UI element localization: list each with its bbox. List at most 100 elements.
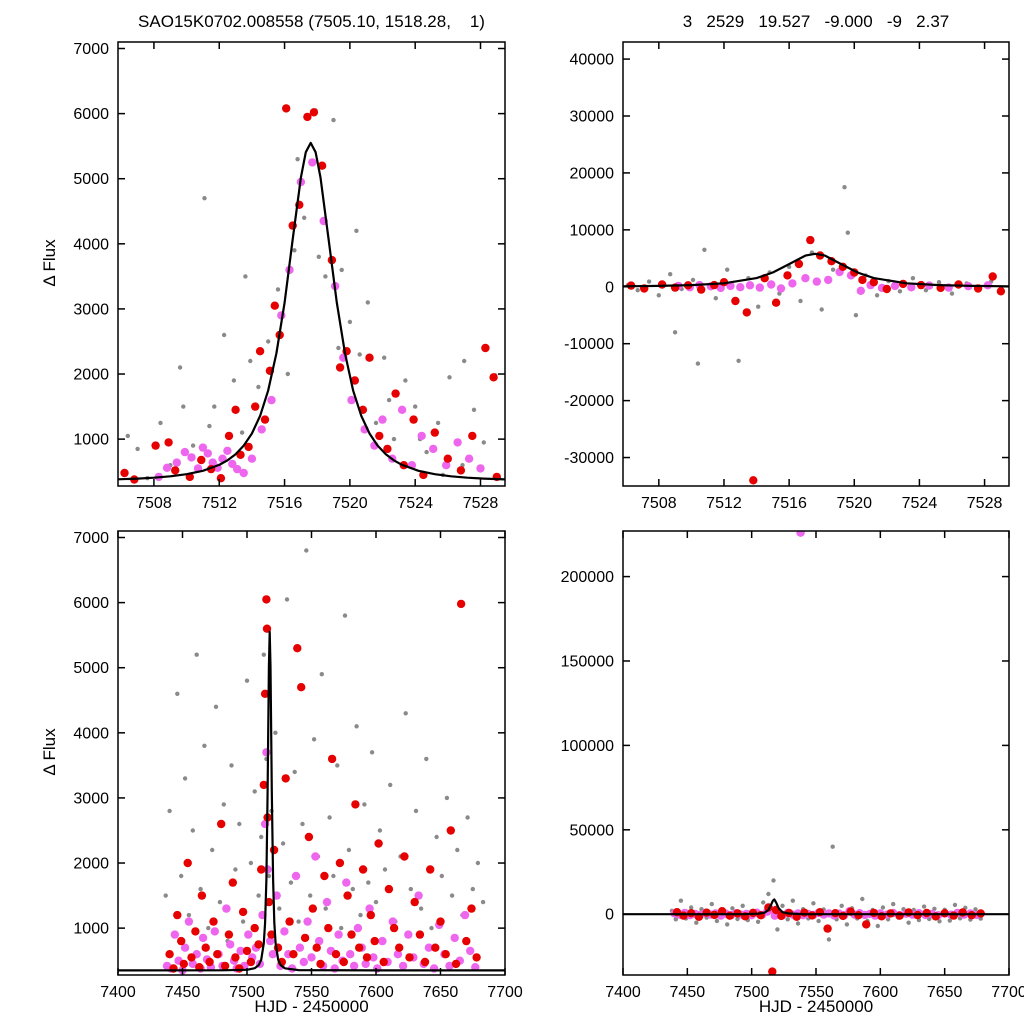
data-point — [316, 254, 321, 259]
data-point — [246, 957, 256, 967]
data-point — [353, 923, 363, 933]
data-point — [824, 275, 833, 285]
data-point — [347, 319, 353, 325]
data-point — [362, 802, 367, 807]
data-point — [206, 925, 211, 931]
data-point — [949, 911, 958, 920]
data-point — [357, 352, 362, 357]
data-point — [403, 378, 408, 383]
data-point — [709, 901, 714, 907]
data-point — [361, 959, 370, 969]
data-point — [408, 886, 413, 892]
data-point — [409, 415, 418, 424]
data-point — [904, 908, 913, 917]
y-tick-label: 0 — [605, 279, 614, 296]
x-tick-label: 7516 — [267, 495, 303, 512]
y-tick-label: 2000 — [73, 367, 109, 384]
data-point — [322, 897, 332, 907]
model-curve — [118, 141, 505, 481]
data-point — [679, 911, 688, 920]
data-point — [182, 776, 188, 781]
data-point — [373, 899, 379, 905]
data-point — [302, 215, 307, 220]
figure-title-left: SAO15K0702.008558 (7505.10, 1518.28, 1) — [138, 12, 485, 31]
data-point — [177, 365, 183, 370]
data-point — [175, 691, 180, 696]
x-tick-label: 7512 — [201, 495, 237, 512]
data-point — [244, 442, 253, 452]
data-point — [312, 943, 321, 952]
model-curve — [118, 630, 505, 972]
y-tick-label: 1000 — [73, 432, 109, 449]
data-point — [656, 293, 661, 298]
data-point — [212, 404, 217, 409]
data-point — [354, 228, 359, 233]
y-tick-label: 6000 — [73, 595, 109, 612]
data-point — [464, 454, 474, 463]
y-tick-label: 30000 — [570, 109, 615, 126]
data-point — [358, 865, 368, 874]
data-point — [788, 279, 797, 288]
data-point — [444, 795, 450, 801]
data-point — [221, 332, 227, 338]
data-point — [222, 904, 231, 913]
data-point — [766, 891, 771, 897]
data-point — [188, 959, 197, 969]
data-point — [235, 964, 244, 973]
data-point — [415, 930, 425, 939]
data-point — [375, 431, 384, 441]
x-tick-label: 7512 — [706, 495, 742, 512]
x-tick-label: 7528 — [463, 495, 499, 512]
data-point — [167, 808, 172, 814]
data-point — [800, 908, 809, 917]
data-point — [910, 276, 916, 281]
data-point — [308, 893, 313, 898]
data-point — [327, 754, 337, 764]
data-point — [725, 267, 730, 272]
y-tick-label: 4000 — [73, 236, 109, 253]
data-point — [198, 933, 208, 943]
data-point — [382, 355, 387, 360]
data-point — [714, 918, 720, 924]
data-point — [198, 443, 208, 452]
data-point — [273, 730, 278, 735]
data-point — [742, 308, 751, 317]
data-point — [462, 936, 471, 946]
data-point — [780, 903, 785, 908]
data-point — [209, 917, 218, 926]
data-point — [702, 908, 711, 917]
data-point — [266, 339, 271, 344]
data-point — [251, 402, 260, 411]
data-point — [280, 927, 289, 936]
data-point — [210, 927, 219, 936]
x-tick-label: 7524 — [902, 495, 938, 512]
data-point — [882, 284, 891, 294]
data-point — [370, 936, 379, 946]
data-point — [725, 922, 730, 927]
data-point — [350, 376, 359, 385]
data-point — [795, 921, 801, 926]
data-point — [293, 644, 302, 653]
data-point — [417, 431, 426, 441]
data-point — [880, 905, 886, 910]
y-tick-label: 5000 — [73, 171, 109, 188]
x-tick-label: 7650 — [423, 984, 459, 1001]
data-point — [171, 466, 180, 475]
data-point — [771, 298, 781, 307]
data-point — [949, 291, 955, 296]
data-point — [952, 902, 958, 908]
data-point — [295, 157, 300, 162]
y-tick-label: -10000 — [564, 336, 614, 353]
data-point — [410, 897, 419, 907]
data-point — [405, 953, 414, 962]
data-point — [776, 284, 786, 293]
figure-title-right: 3 2529 19.527 -9.000 -9 2.37 — [682, 12, 950, 31]
data-point — [456, 466, 466, 475]
data-point — [395, 943, 404, 952]
data-point — [311, 852, 320, 861]
data-point — [343, 891, 352, 900]
data-point — [996, 287, 1006, 296]
data-point — [194, 652, 199, 657]
data-point — [217, 819, 226, 829]
